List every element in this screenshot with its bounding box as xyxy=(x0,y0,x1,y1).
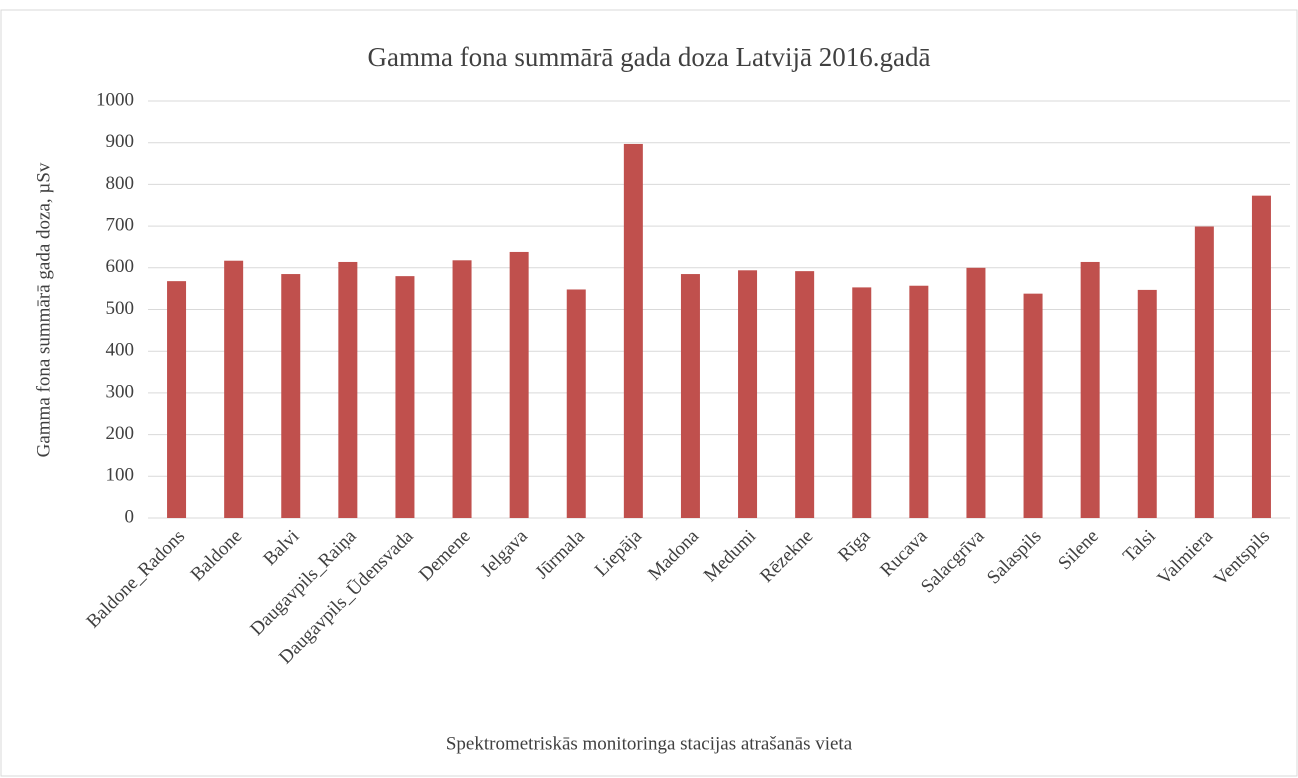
bar xyxy=(452,260,472,518)
bar xyxy=(566,289,586,518)
y-tick-label: 100 xyxy=(106,465,135,486)
bar xyxy=(852,287,872,518)
bar xyxy=(224,260,244,518)
y-tick-label: 300 xyxy=(106,381,135,402)
bar xyxy=(1251,195,1271,518)
y-tick-label: 1000 xyxy=(96,89,134,110)
bar xyxy=(1137,289,1157,518)
bar xyxy=(1194,226,1214,518)
y-tick-label: 700 xyxy=(106,214,135,235)
bar xyxy=(738,270,758,518)
y-axis-label: Gamma fona summārā gada doza, µSv xyxy=(33,162,54,457)
bar xyxy=(1080,261,1100,518)
bar xyxy=(395,276,415,518)
y-tick-label: 500 xyxy=(106,298,135,319)
x-axis-label: Spektrometriskās monitoringa stacijas at… xyxy=(446,733,853,754)
bar xyxy=(795,271,815,518)
y-tick-label: 200 xyxy=(106,423,135,444)
bar xyxy=(680,274,700,518)
bar xyxy=(281,274,301,518)
bar xyxy=(909,285,929,518)
bar xyxy=(509,251,529,519)
bar xyxy=(966,267,986,518)
bar xyxy=(623,143,643,519)
y-tick-label: 900 xyxy=(106,131,135,152)
y-tick-label: 400 xyxy=(106,340,135,361)
chart-title: Gamma fona summārā gada doza Latvijā 201… xyxy=(367,42,930,72)
bar xyxy=(167,281,187,518)
bar xyxy=(338,261,358,518)
bar xyxy=(1023,293,1043,518)
y-tick-label: 0 xyxy=(125,506,135,527)
y-tick-label: 800 xyxy=(106,173,135,194)
y-tick-label: 600 xyxy=(106,256,135,277)
